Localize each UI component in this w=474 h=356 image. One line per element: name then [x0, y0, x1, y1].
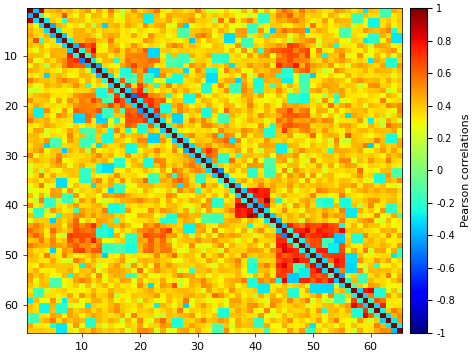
Y-axis label: Pearson correlations: Pearson correlations	[461, 114, 471, 227]
